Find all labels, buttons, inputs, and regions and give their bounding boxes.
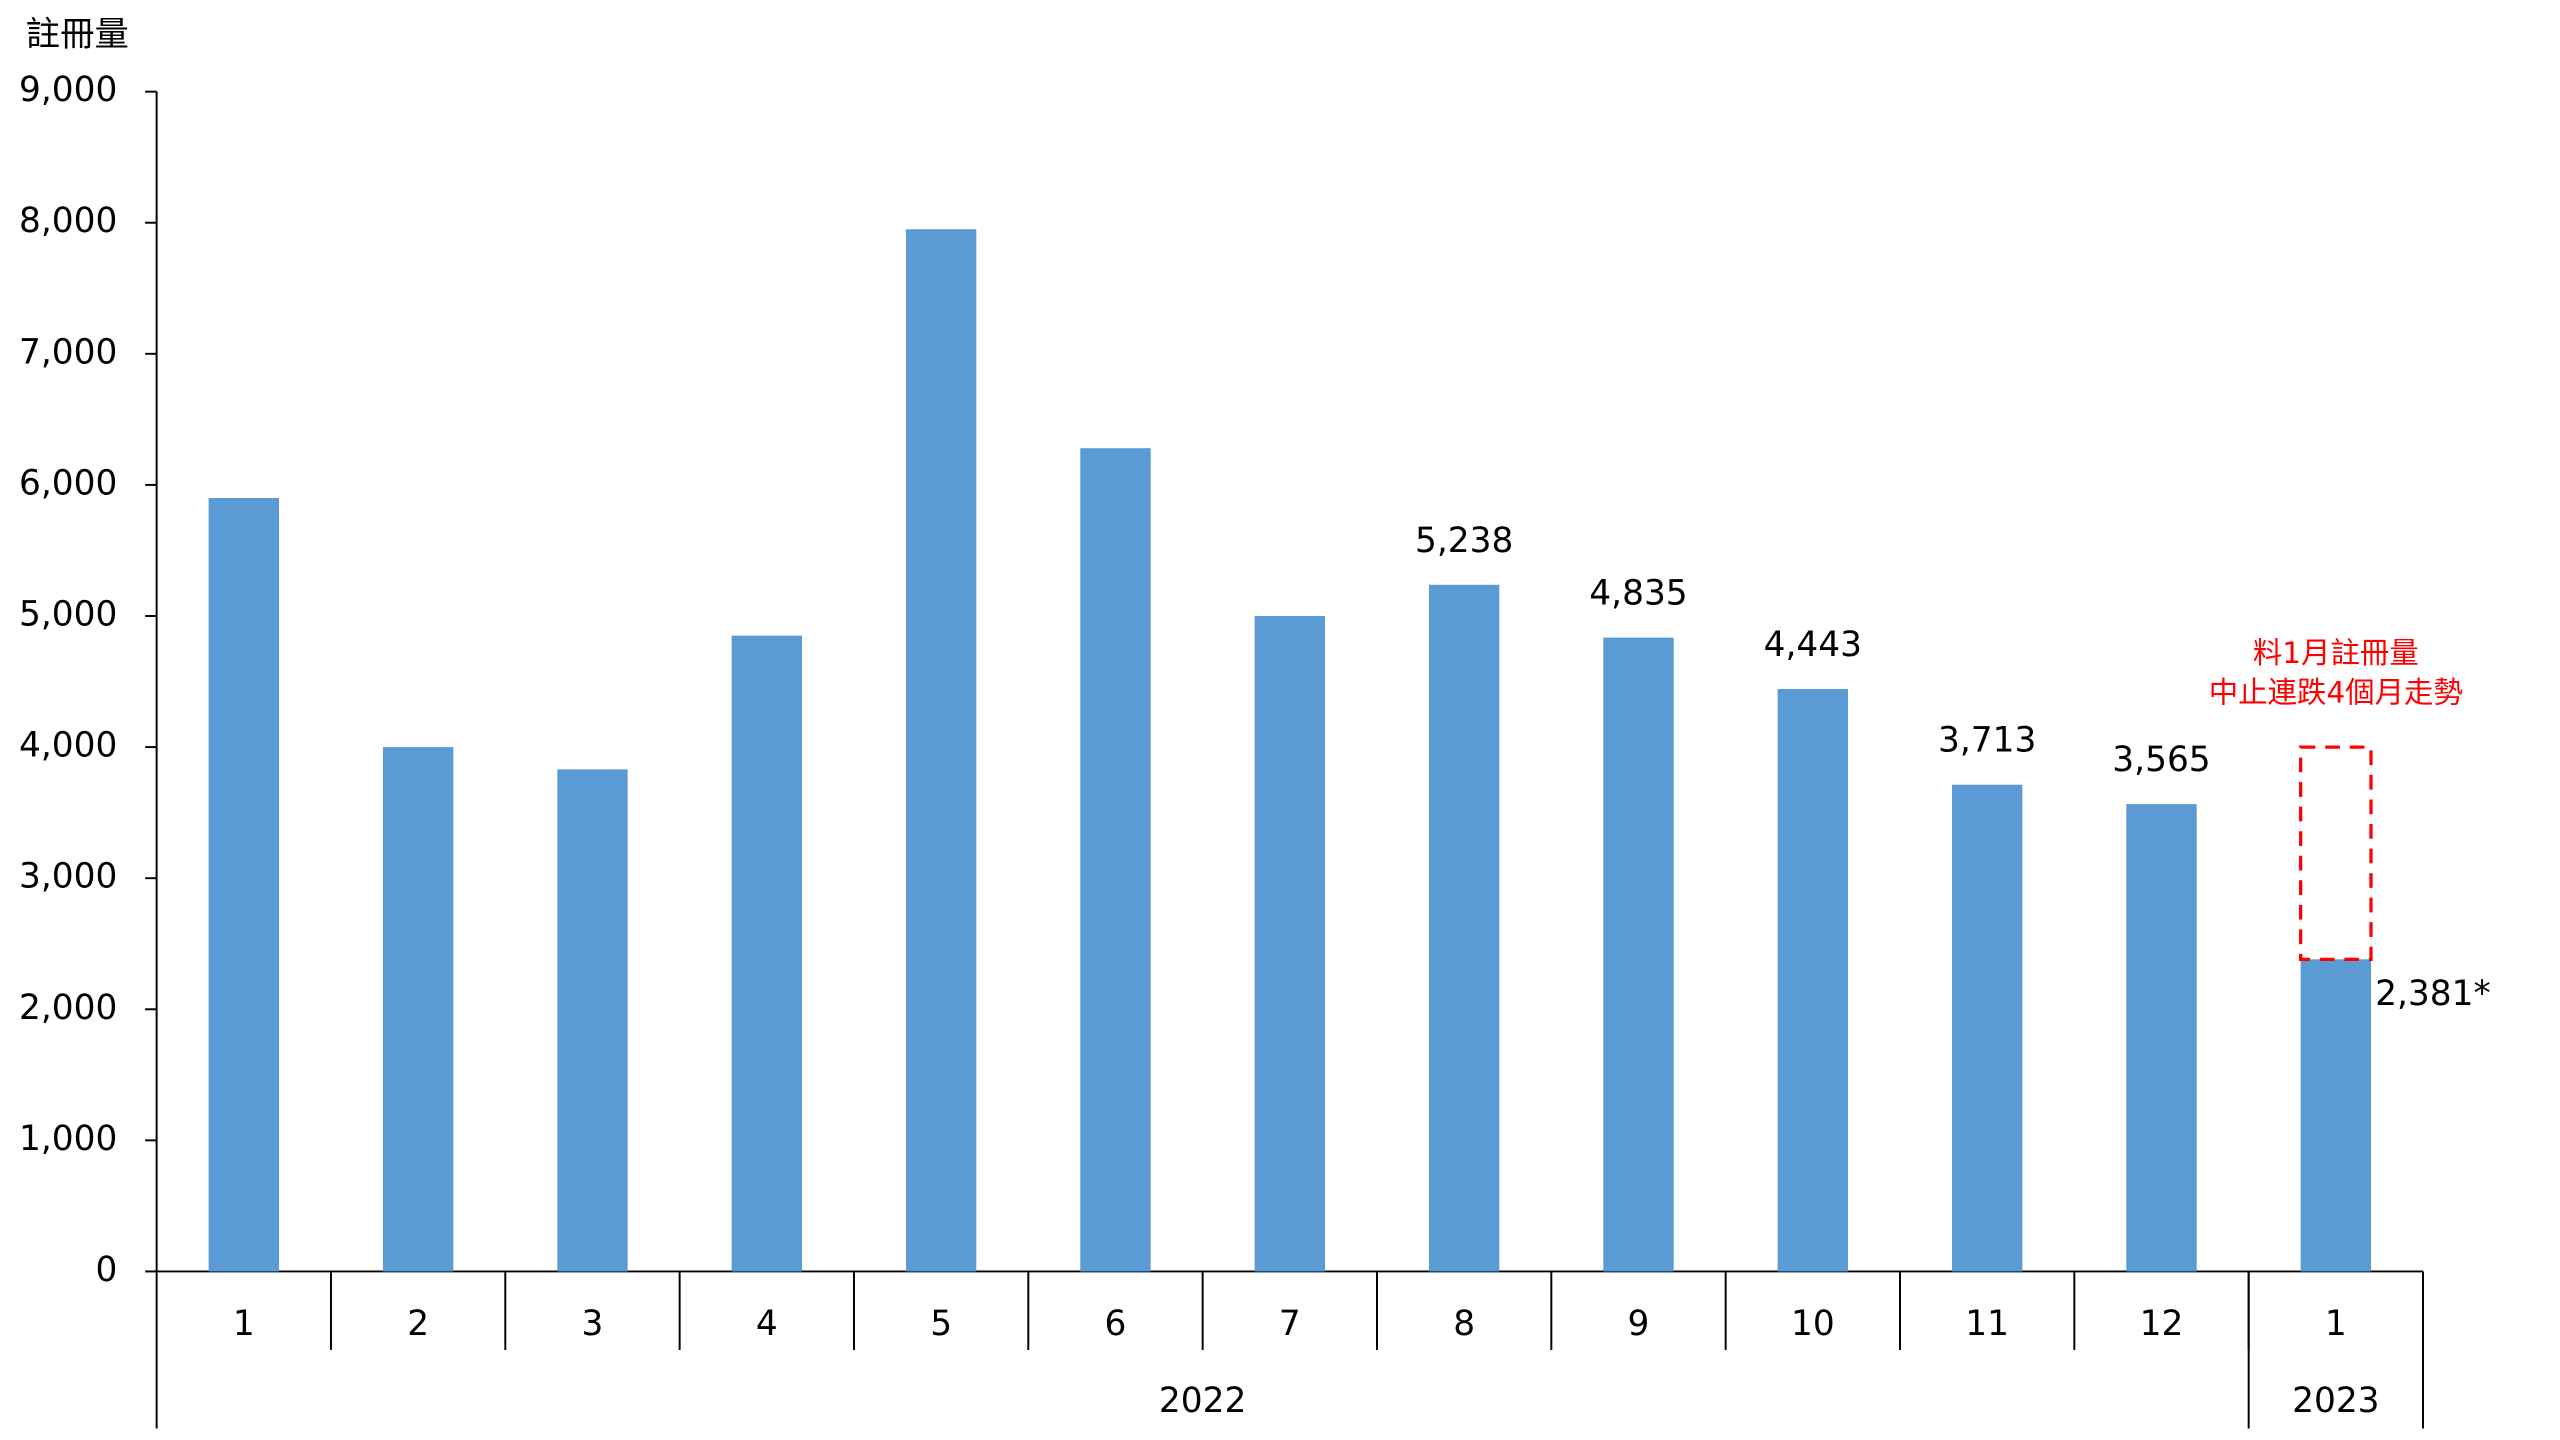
group-label: 2023 xyxy=(2292,1381,2379,1421)
bar xyxy=(1254,616,1325,1272)
annotation-text: 中止連跌4個月走勢 xyxy=(2209,675,2463,709)
value-label: 5,238 xyxy=(1415,521,1513,561)
bar xyxy=(382,747,454,1272)
y-tick-label: 1,000 xyxy=(19,1119,117,1159)
y-tick-label: 3,000 xyxy=(19,857,117,897)
bar xyxy=(208,498,279,1272)
y-tick-label: 7,000 xyxy=(19,332,117,372)
bar xyxy=(905,229,977,1272)
x-tick-label: 2 xyxy=(407,1304,429,1344)
value-label: 4,835 xyxy=(1589,574,1687,614)
x-tick-label: 4 xyxy=(756,1304,778,1344)
x-tick-label: 12 xyxy=(2140,1304,2184,1344)
group-label: 2022 xyxy=(1159,1381,1246,1421)
x-tick-label: 1 xyxy=(233,1304,255,1344)
bar xyxy=(557,769,628,1272)
x-tick-label: 7 xyxy=(1279,1304,1301,1344)
annotation-box xyxy=(2299,745,2373,961)
value-label: 2,381* xyxy=(2375,974,2491,1014)
bar xyxy=(1777,689,1849,1272)
value-label: 3,565 xyxy=(2112,740,2210,780)
x-tick-label: 6 xyxy=(1105,1304,1127,1344)
x-tick-label: 3 xyxy=(582,1304,604,1344)
annotation-text: 料1月註冊量 xyxy=(2253,636,2419,670)
bar xyxy=(1603,637,1674,1272)
x-tick-label: 8 xyxy=(1453,1304,1475,1344)
bar xyxy=(2300,959,2372,1272)
y-tick-label: 0 xyxy=(95,1250,117,1290)
x-tick-label: 1 xyxy=(2325,1304,2347,1344)
y-tick-label: 5,000 xyxy=(19,595,117,635)
y-tick-label: 4,000 xyxy=(19,726,117,766)
y-axis-label: 註冊量 xyxy=(26,14,129,54)
y-tick-label: 9,000 xyxy=(19,70,117,110)
y-tick-label: 6,000 xyxy=(19,463,117,503)
bar xyxy=(731,635,802,1272)
bar xyxy=(2126,804,2197,1272)
bar xyxy=(1951,784,2023,1272)
y-tick-label: 2,000 xyxy=(19,988,117,1028)
x-tick-label: 10 xyxy=(1791,1304,1835,1344)
x-tick-label: 11 xyxy=(1965,1304,2009,1344)
x-tick-label: 9 xyxy=(1628,1304,1650,1344)
bar xyxy=(1080,448,1151,1272)
x-tick-label: 5 xyxy=(930,1304,952,1344)
bar xyxy=(1428,584,1500,1272)
value-label: 4,443 xyxy=(1764,625,1862,665)
y-tick-label: 8,000 xyxy=(19,201,117,241)
value-label: 3,713 xyxy=(1938,721,2036,761)
